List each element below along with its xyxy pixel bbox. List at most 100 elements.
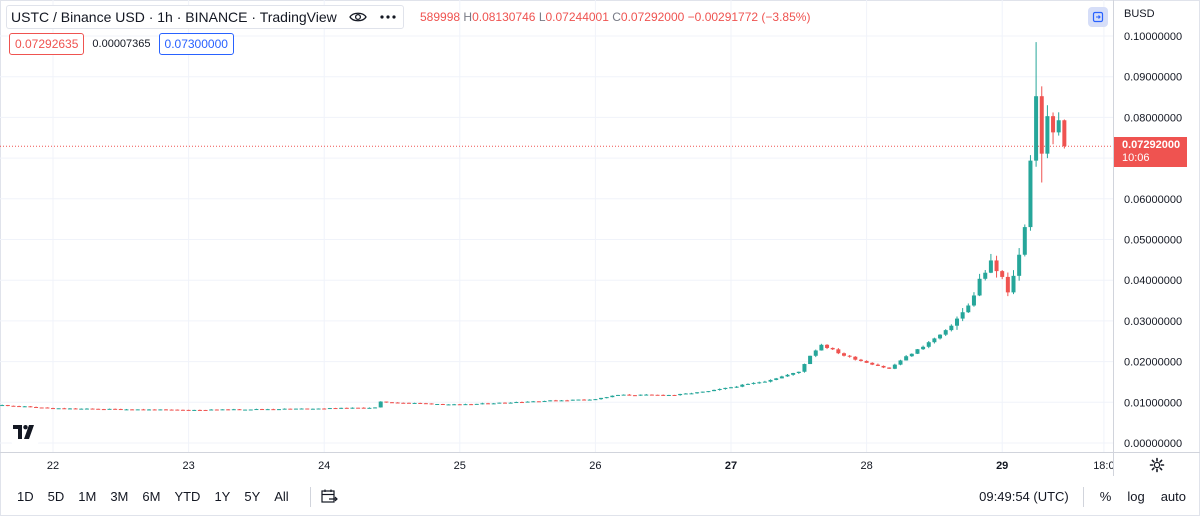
range-button-1d[interactable]: 1D — [17, 489, 34, 504]
candle — [559, 400, 564, 402]
candle — [260, 408, 265, 411]
spread-value: 0.00007365 — [92, 38, 151, 50]
time-tick-label: 28 — [860, 460, 872, 472]
candle — [610, 395, 615, 398]
range-selector: 1D 5D 1M 3M 6M YTD 1Y 5Y All — [0, 489, 296, 504]
time-tick-label: 25 — [454, 460, 466, 472]
ask-price-button[interactable]: 0.07300000 — [158, 33, 234, 55]
candle — [774, 377, 779, 381]
time-tick-label: 24 — [318, 460, 330, 472]
symbol-legend[interactable]: USTC / Binance USD · 1h · BINANCE · Trad… — [6, 5, 404, 29]
candle — [525, 401, 530, 403]
candle — [96, 408, 101, 410]
candle — [141, 408, 146, 411]
candle — [1005, 272, 1010, 297]
candle — [892, 363, 897, 370]
refresh-button[interactable] — [1088, 7, 1108, 27]
candle — [5, 404, 10, 407]
chart-settings-button[interactable] — [1113, 452, 1200, 476]
calendar-range-icon[interactable] — [320, 489, 338, 505]
candle — [474, 403, 479, 405]
candle — [463, 403, 468, 406]
candle — [1017, 248, 1022, 281]
candle — [762, 380, 767, 383]
time-tick-label: 29 — [996, 460, 1008, 472]
candle — [22, 406, 27, 408]
candle — [469, 403, 474, 406]
price-tick-label: 0.02000000 — [1124, 357, 1182, 369]
candle — [802, 363, 807, 373]
range-button-6m[interactable]: 6M — [142, 489, 161, 504]
candle — [875, 363, 880, 367]
candle — [17, 405, 22, 408]
candle — [706, 391, 711, 393]
eye-icon[interactable] — [348, 11, 367, 23]
range-button-1y[interactable]: 1Y — [214, 489, 231, 504]
candle — [90, 408, 95, 410]
price-chart[interactable] — [0, 0, 1113, 452]
candle — [107, 408, 112, 410]
candle — [994, 255, 999, 278]
candle — [632, 395, 637, 397]
candle — [486, 402, 491, 405]
candle — [661, 394, 666, 396]
candle — [293, 408, 298, 410]
candle — [740, 384, 745, 388]
candle — [904, 355, 909, 361]
candle — [361, 407, 366, 409]
candle — [384, 401, 389, 403]
candle — [898, 359, 903, 366]
candle — [582, 399, 587, 401]
candle — [356, 407, 361, 409]
time-tick-label: 18:0 — [1093, 460, 1113, 472]
candle — [745, 383, 750, 385]
candle — [683, 393, 688, 395]
log-scale-toggle[interactable]: log — [1127, 489, 1145, 504]
price-axis[interactable]: 0.100000000.090000000.080000000.07000000… — [1113, 0, 1200, 452]
candle — [412, 402, 417, 404]
more-icon[interactable] — [379, 14, 397, 20]
price-tick-label: 0.03000000 — [1124, 316, 1182, 328]
candle — [367, 407, 372, 409]
utc-clock[interactable]: 09:49:54 (UTC) — [979, 489, 1069, 504]
time-axis[interactable]: 22 23 24 25 26 27 28 29 18:0 — [0, 452, 1115, 476]
candle — [887, 367, 892, 369]
candle — [39, 407, 44, 409]
range-button-1m[interactable]: 1M — [78, 489, 97, 504]
candle — [248, 409, 253, 411]
candle — [689, 392, 694, 395]
candle — [220, 409, 225, 411]
range-button-5d[interactable]: 5D — [47, 489, 65, 504]
candle — [836, 348, 841, 355]
candle — [757, 381, 762, 384]
candle — [638, 394, 643, 396]
candle — [1062, 119, 1067, 149]
candle — [921, 345, 926, 350]
change-value: −0.00291772 (−3.85%) — [687, 10, 811, 24]
time-tick-label: 23 — [182, 460, 194, 472]
candle — [169, 409, 174, 411]
candle — [344, 407, 349, 409]
tradingview-logo-icon[interactable] — [11, 420, 39, 444]
bottom-toolbar-right: 09:49:54 (UTC) % log auto — [979, 477, 1200, 516]
candle — [373, 407, 378, 409]
percent-scale-toggle[interactable]: % — [1099, 489, 1112, 504]
quote-row: 0.07292635 0.00007365 0.07300000 — [9, 33, 234, 55]
candle — [853, 356, 858, 361]
range-button-all[interactable]: All — [274, 489, 289, 504]
candle — [864, 360, 869, 363]
candle — [277, 408, 281, 411]
auto-scale-toggle[interactable]: auto — [1160, 489, 1186, 504]
range-button-5y[interactable]: 5Y — [244, 489, 261, 504]
candle — [723, 387, 728, 390]
toolbar-divider — [1082, 486, 1084, 507]
range-button-3m[interactable]: 3M — [110, 489, 129, 504]
candle — [209, 409, 214, 411]
candle — [1028, 155, 1033, 231]
candle — [203, 409, 208, 411]
range-button-ytd[interactable]: YTD — [174, 489, 201, 504]
bid-price-button[interactable]: 0.07292635 — [9, 33, 85, 55]
symbol-title[interactable]: USTC / Binance USD · 1h · BINANCE · Trad… — [11, 9, 337, 25]
candle — [11, 405, 16, 407]
price-tick-label: 0.01000000 — [1124, 397, 1182, 409]
